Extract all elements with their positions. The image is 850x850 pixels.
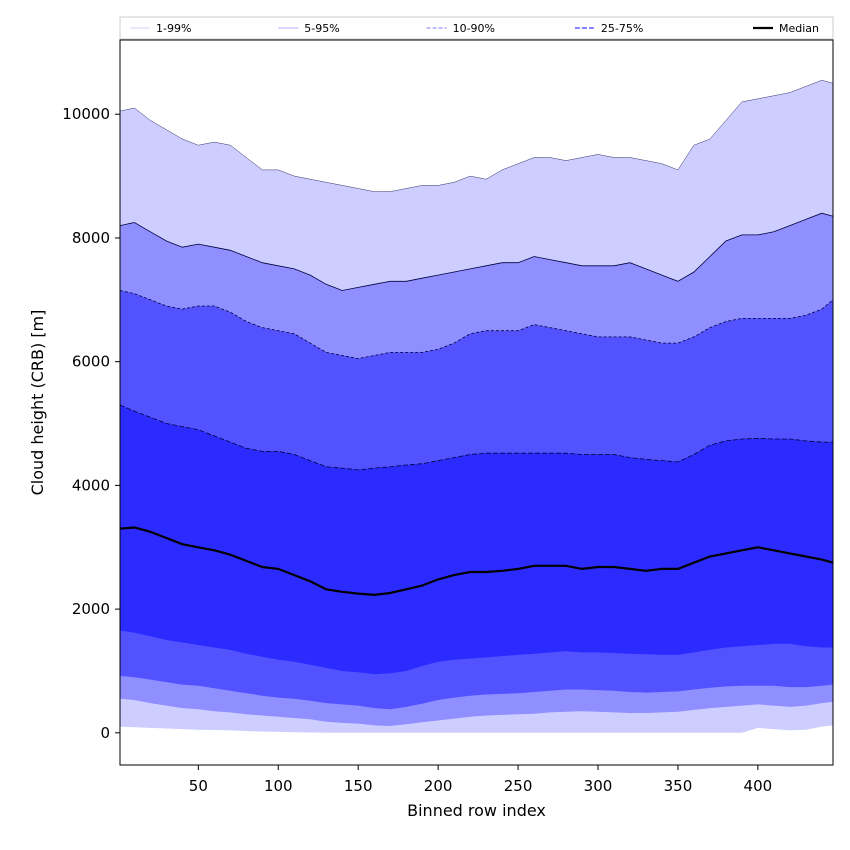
x-axis-label: Binned row index — [407, 801, 546, 820]
y-axis-ticks: 0 2000 4000 6000 8000 10000 — [62, 105, 120, 742]
x-tick-label: 50 — [189, 777, 208, 795]
y-tick-label: 8000 — [72, 229, 110, 247]
x-tick-label: 400 — [744, 777, 773, 795]
x-tick-label: 300 — [584, 777, 613, 795]
x-tick-label: 150 — [344, 777, 373, 795]
x-tick-label: 350 — [664, 777, 693, 795]
x-tick-label: 200 — [424, 777, 453, 795]
legend-box — [119, 16, 834, 40]
y-axis-label: Cloud height (CRB) [m] — [28, 310, 47, 496]
legend-label: Median — [779, 22, 819, 35]
band-upper-edge-1-99pct — [119, 79, 834, 192]
legend-label: 5-95% — [304, 22, 339, 35]
y-tick-label: 0 — [100, 724, 110, 742]
y-tick-label: 6000 — [72, 353, 110, 371]
plot-frame — [119, 39, 834, 766]
x-axis-ticks: 50 100 150 200 250 300 350 400 — [189, 765, 772, 795]
y-tick-label: 10000 — [62, 105, 110, 123]
band-25-75pct — [120, 405, 833, 675]
legend-label: 1-99% — [156, 22, 191, 35]
band-layer — [119, 79, 834, 733]
median-layer — [119, 526, 834, 597]
band-upper-edge-5-95pct — [119, 212, 834, 291]
band-upper-edge-10-90pct — [119, 290, 834, 360]
x-tick-label: 250 — [504, 777, 533, 795]
y-tick-label: 4000 — [72, 476, 110, 494]
legend-label: 25-75% — [601, 22, 643, 35]
median-line — [119, 526, 834, 597]
legend: 1-99% 5-95% 10-90% 25-75% Median — [119, 16, 834, 40]
legend-label: 10-90% — [453, 22, 495, 35]
x-tick-label: 100 — [264, 777, 293, 795]
y-tick-label: 2000 — [72, 600, 110, 618]
